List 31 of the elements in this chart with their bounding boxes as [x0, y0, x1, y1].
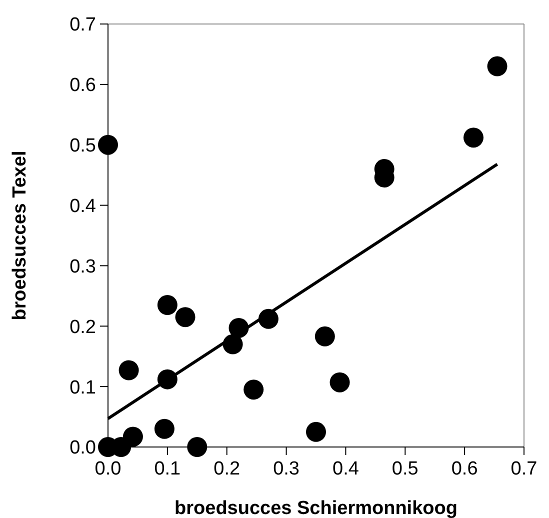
point	[314, 326, 335, 346]
x-axis-title: broedsucces Schiermonnikoog	[174, 498, 458, 518]
x-tick-label: 0.6	[451, 458, 478, 480]
point	[306, 422, 326, 442]
x-tick-label: 0.5	[392, 458, 418, 480]
y-tick-label: 0.6	[70, 75, 96, 96]
y-tick-label: 0.2	[70, 316, 96, 338]
x-tick-label: 0.1	[154, 458, 181, 480]
point	[98, 134, 118, 155]
x-tick-label: 0.2	[214, 458, 240, 480]
point	[118, 360, 139, 380]
y-tick-label: 0.5	[70, 136, 96, 157]
x-tick-label: 0.0	[94, 458, 122, 480]
y-tick-label: 0.4	[70, 196, 96, 218]
y-tick-label: 0.7	[70, 14, 96, 36]
y-tick-label: 0.0	[70, 438, 96, 459]
y-tick-label: 0.3	[70, 256, 96, 278]
point	[330, 372, 350, 392]
point	[175, 307, 196, 328]
point	[487, 56, 508, 76]
point	[244, 380, 264, 400]
x-tick-label: 0.7	[510, 458, 538, 480]
y-tick-label: 0.1	[70, 377, 96, 398]
y-axis-title: broedsucces Texel	[10, 150, 31, 320]
point	[157, 294, 178, 315]
point	[154, 418, 174, 439]
x-tick-label: 0.4	[332, 458, 360, 480]
point	[463, 128, 484, 148]
point	[122, 426, 143, 447]
point	[187, 437, 208, 457]
x-tick-label: 0.3	[273, 458, 300, 480]
